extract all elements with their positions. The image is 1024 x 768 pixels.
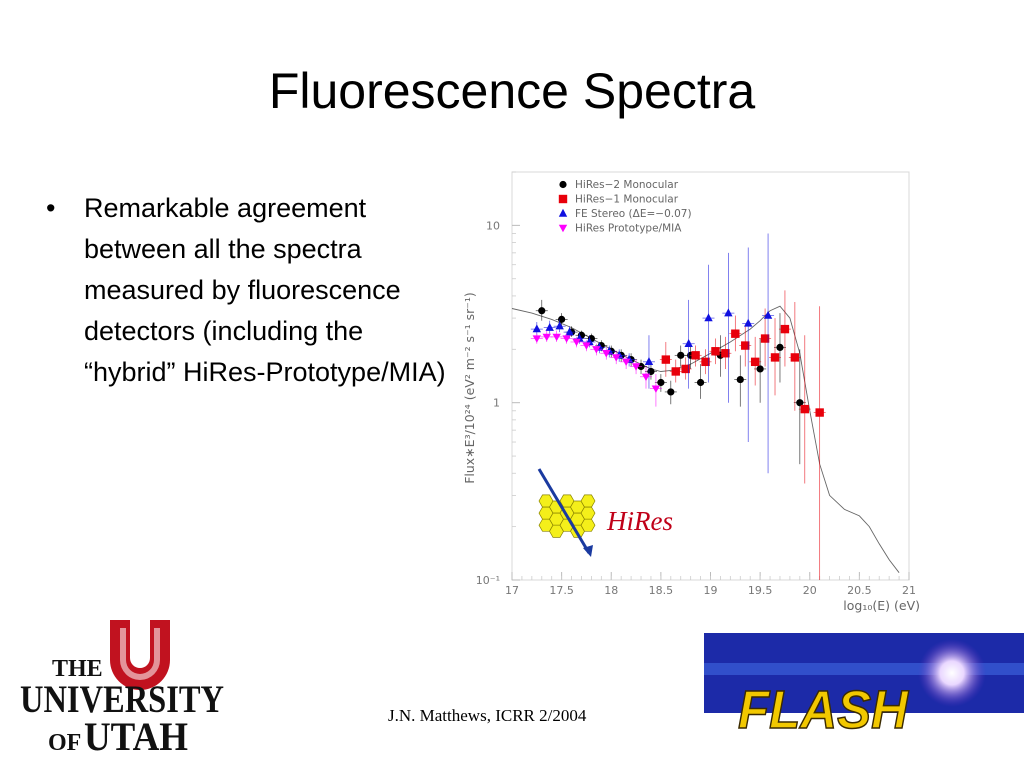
- x-tick-labels: 17 17.5 18 18.5 19 19.5 20 20.5 21: [505, 584, 916, 597]
- x-tick-label: 18.5: [649, 584, 674, 597]
- data-point: [790, 353, 800, 362]
- data-point: [744, 318, 753, 327]
- data-point: [741, 341, 750, 350]
- cosmic-ray-arrow-icon: [537, 468, 591, 554]
- data-point: [657, 378, 665, 387]
- data-point: [684, 339, 693, 347]
- utah-logo-utah: UTAH: [84, 714, 188, 758]
- utah-block-u-icon: [110, 620, 170, 690]
- hires-logo-text: HiRes: [606, 506, 673, 536]
- x-tick-label: 17.5: [549, 584, 574, 597]
- footer-text: J.N. Matthews, ICRR 2/2004: [388, 706, 587, 725]
- data-point: [565, 327, 574, 336]
- legend-marker: [558, 194, 568, 204]
- data-point: [736, 375, 744, 384]
- legend-marker: [558, 208, 568, 217]
- flash-logo: FLASH: [704, 633, 1024, 741]
- legend-label: FE Stereo (ΔE=−0.07): [575, 208, 692, 220]
- data-point: [731, 329, 740, 338]
- legend-marker: [559, 180, 567, 189]
- data-point: [770, 353, 780, 362]
- y-tick-labels: 10 1 10⁻¹: [476, 219, 500, 587]
- data-point: [651, 385, 661, 393]
- data-point: [542, 333, 551, 342]
- data-point: [661, 355, 671, 364]
- data-point: [641, 373, 651, 381]
- data-point: [763, 310, 773, 319]
- utah-logo-university: UNIVERSITY: [20, 678, 224, 721]
- data-point: [776, 343, 784, 352]
- x-tick-label: 21: [902, 584, 916, 597]
- flash-star-icon: [918, 639, 986, 707]
- data-point: [704, 313, 713, 322]
- data-point: [721, 349, 730, 358]
- data-point: [667, 388, 675, 396]
- university-of-utah-logo: THE UNIVERSITY OF UTAH: [20, 620, 224, 758]
- x-tick-label: 20: [803, 584, 817, 597]
- data-point: [815, 408, 824, 417]
- data-point: [696, 378, 705, 387]
- data-point: [677, 351, 685, 359]
- legend: HiRes−2 Monocular HiRes−1 Monocular FE Ste…: [558, 179, 692, 235]
- data-point: [602, 350, 611, 358]
- x-tick-label: 19: [704, 584, 718, 597]
- bullet-text: Remarkable agreement between all the spe…: [84, 193, 446, 387]
- utah-logo-of: OF: [48, 730, 81, 756]
- data-point: [691, 351, 700, 360]
- slide-title: Fluorescence Spectra: [268, 63, 756, 119]
- data-point: [671, 367, 680, 376]
- x-tick-label: 20.5: [847, 584, 872, 597]
- fluorescence-spectra-chart: 17 17.5 18 18.5 19 19.5 20 20.5 21 10 1 10⁻¹ HiRes…: [462, 171, 920, 613]
- data-point: [552, 333, 561, 342]
- data-point: [592, 346, 601, 354]
- data-point: [760, 334, 770, 343]
- data-point: [532, 335, 542, 343]
- data-point: [756, 365, 764, 373]
- fit-curve: [511, 305, 900, 573]
- data-point: [582, 342, 591, 350]
- honeycomb-cell: [580, 506, 596, 520]
- legend-label: HiRes Prototype/MIA: [575, 223, 682, 235]
- y-tick-label: 1: [493, 397, 500, 410]
- data-point: [538, 307, 546, 315]
- data-point: [800, 404, 809, 414]
- data-point: [621, 358, 631, 367]
- bullet-marker: •: [46, 193, 56, 223]
- data-point: [780, 324, 790, 334]
- legend-label: HiRes−2 Monocular: [575, 179, 679, 191]
- x-axis-label: log₁₀(E) (eV): [843, 598, 920, 613]
- honeycomb-cell: [580, 518, 596, 532]
- utah-logo-the: THE: [52, 656, 103, 682]
- data-point: [558, 315, 566, 323]
- data-point: [701, 357, 710, 367]
- data-point: [612, 354, 621, 362]
- legend-label: HiRes−1 Monocular: [575, 194, 679, 206]
- data-point: [724, 308, 733, 317]
- data-point: [681, 364, 690, 374]
- data-point: [711, 347, 720, 356]
- data-points: [530, 233, 826, 580]
- data-point: [555, 321, 564, 330]
- y-tick-label: 10⁻¹: [476, 574, 500, 587]
- data-point: [796, 399, 804, 407]
- legend-marker: [558, 224, 568, 233]
- flash-logo-text: FLASH: [738, 680, 909, 740]
- x-tick-label: 18: [604, 584, 618, 597]
- x-tick-label: 17: [505, 584, 519, 597]
- data-point: [532, 324, 542, 333]
- hires-logo: HiRes: [537, 468, 673, 557]
- y-axis-label: Flux∗E³/10²⁴ (eV² m⁻² s⁻¹ sr⁻¹): [462, 292, 477, 484]
- y-tick-label: 10: [486, 219, 500, 232]
- honeycomb-cell: [580, 494, 596, 508]
- x-tick-label: 19.5: [748, 584, 773, 597]
- data-point: [545, 322, 554, 331]
- arrow-head-icon: [583, 545, 593, 557]
- data-point: [644, 357, 654, 366]
- data-point: [631, 363, 641, 371]
- data-point: [750, 357, 760, 367]
- data-point: [572, 338, 581, 347]
- data-point: [562, 335, 571, 343]
- axis-ticks: [511, 171, 910, 581]
